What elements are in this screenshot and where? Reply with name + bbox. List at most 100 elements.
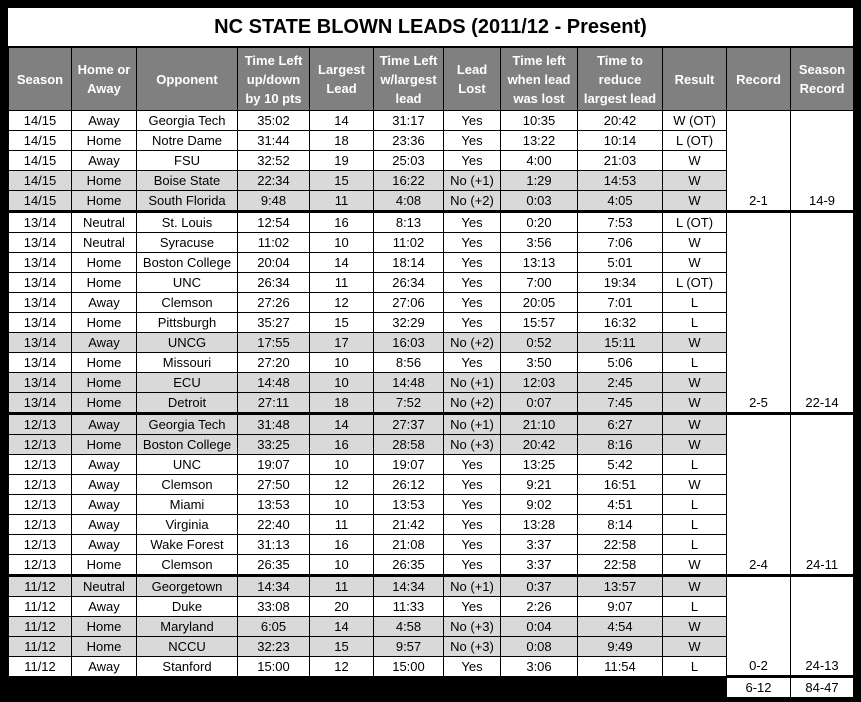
cell-season: 11/12 — [8, 636, 72, 657]
total-season-record: 84-47 — [790, 676, 854, 698]
cell-time-left-10pts: 32:23 — [237, 636, 310, 657]
table-row: 12/13 Away Virginia 22:40 11 21:42 Yes 13:28 8:1… — [8, 514, 854, 535]
cell-home-or-away: Away — [71, 596, 137, 617]
cell-largest-lead: 11 — [309, 272, 374, 293]
cell-opponent: Clemson — [136, 554, 238, 576]
cell-time-left-largest-lead: 11:33 — [373, 596, 444, 617]
cell-season: 13/14 — [8, 292, 72, 313]
cell-lead-lost: No (+1) — [443, 170, 501, 191]
table-row: 14/15 Home Notre Dame 31:44 18 23:36 Yes 13:22 1… — [8, 130, 854, 151]
totals-row: 6-12 84-47 — [8, 676, 854, 698]
cell-lead-lost: No (+3) — [443, 616, 501, 637]
header-time-left-largest-lead: Time Left w/largest lead — [373, 47, 444, 111]
cell-result: W — [662, 392, 727, 414]
cell-home-or-away: Away — [71, 514, 137, 535]
cell-time-left-10pts: 32:52 — [237, 150, 310, 171]
cell-time-left-largest-lead: 13:53 — [373, 494, 444, 515]
cell-time-left-lead-lost: 3:06 — [500, 656, 578, 677]
cell-lead-lost: Yes — [443, 292, 501, 313]
cell-opponent: Duke — [136, 596, 238, 617]
cell-time-left-lead-lost: 15:57 — [500, 312, 578, 333]
cell-time-left-10pts: 26:34 — [237, 272, 310, 293]
table-row: 13/14 Neutral Syracuse 11:02 10 11:02 Yes 3:56 7… — [8, 232, 854, 253]
cell-time-to-reduce: 8:14 — [577, 514, 663, 535]
cell-home-or-away: Home — [71, 434, 137, 455]
cell-lead-lost: Yes — [443, 352, 501, 373]
cell-time-left-lead-lost: 3:50 — [500, 352, 578, 373]
cell-time-to-reduce: 4:54 — [577, 616, 663, 637]
total-record: 6-12 — [726, 676, 791, 698]
cell-time-left-largest-lead: 21:42 — [373, 514, 444, 535]
cell-lead-lost: Yes — [443, 252, 501, 273]
cell-time-left-10pts: 26:35 — [237, 554, 310, 576]
cell-time-left-lead-lost: 13:25 — [500, 454, 578, 475]
totals-spacer — [8, 676, 727, 698]
cell-record: 2-4 — [726, 412, 791, 577]
table-row: 12/13 Home Boston College 33:25 16 28:58 No (+… — [8, 434, 854, 455]
cell-time-to-reduce: 2:45 — [577, 372, 663, 393]
cell-time-left-largest-lead: 18:14 — [373, 252, 444, 273]
cell-home-or-away: Home — [71, 616, 137, 637]
cell-largest-lead: 12 — [309, 292, 374, 313]
table-row: 11/12 Away Duke 33:08 20 11:33 Yes 2:26 9:07 L — [8, 596, 854, 617]
header-largest-lead: Largest Lead — [309, 47, 374, 111]
cell-home-or-away: Neutral — [71, 232, 137, 253]
cell-lead-lost: Yes — [443, 110, 501, 131]
cell-time-to-reduce: 9:07 — [577, 596, 663, 617]
cell-time-left-lead-lost: 9:21 — [500, 474, 578, 495]
cell-largest-lead: 11 — [309, 514, 374, 535]
cell-time-left-10pts: 35:02 — [237, 110, 310, 131]
cell-lead-lost: No (+2) — [443, 392, 501, 414]
cell-opponent: Pittsburgh — [136, 312, 238, 333]
cell-largest-lead: 10 — [309, 372, 374, 393]
cell-season: 12/13 — [8, 412, 72, 435]
cell-season: 13/14 — [8, 372, 72, 393]
cell-lead-lost: No (+1) — [443, 412, 501, 435]
cell-largest-lead: 10 — [309, 494, 374, 515]
cell-season-record: 22-14 — [790, 210, 854, 415]
cell-time-left-10pts: 31:44 — [237, 130, 310, 151]
table-row: 13/14 Away Clemson 27:26 12 27:06 Yes 20:05 7:01… — [8, 292, 854, 313]
cell-largest-lead: 10 — [309, 232, 374, 253]
cell-season: 14/15 — [8, 170, 72, 191]
table-row: 14/15 Home Boise State 22:34 15 16:22 No (+1) 1… — [8, 170, 854, 191]
cell-lead-lost: No (+3) — [443, 434, 501, 455]
cell-time-left-10pts: 17:55 — [237, 332, 310, 353]
cell-time-left-10pts: 33:08 — [237, 596, 310, 617]
cell-time-to-reduce: 14:53 — [577, 170, 663, 191]
cell-season: 11/12 — [8, 596, 72, 617]
cell-lead-lost: No (+3) — [443, 636, 501, 657]
cell-opponent: UNC — [136, 454, 238, 475]
cell-time-to-reduce: 7:01 — [577, 292, 663, 313]
cell-time-to-reduce: 10:14 — [577, 130, 663, 151]
cell-result: L — [662, 352, 727, 373]
cell-largest-lead: 15 — [309, 170, 374, 191]
cell-home-or-away: Away — [71, 110, 137, 131]
cell-time-left-lead-lost: 10:35 — [500, 110, 578, 131]
cell-result: W — [662, 150, 727, 171]
table-row: 14/15 Away Georgia Tech 35:02 14 31:17 Yes 10:3… — [8, 110, 854, 213]
cell-time-left-lead-lost: 20:42 — [500, 434, 578, 455]
cell-time-left-10pts: 27:11 — [237, 392, 310, 414]
cell-season: 14/15 — [8, 130, 72, 151]
cell-time-left-lead-lost: 0:07 — [500, 392, 578, 414]
cell-time-left-largest-lead: 28:58 — [373, 434, 444, 455]
cell-home-or-away: Away — [71, 454, 137, 475]
cell-time-left-10pts: 14:34 — [237, 574, 310, 597]
cell-opponent: South Florida — [136, 190, 238, 212]
cell-time-left-lead-lost: 9:02 — [500, 494, 578, 515]
header-result: Result — [662, 47, 727, 111]
cell-time-left-10pts: 13:53 — [237, 494, 310, 515]
header-season-record: Season Record — [790, 47, 854, 111]
cell-largest-lead: 14 — [309, 412, 374, 435]
cell-time-left-lead-lost: 0:04 — [500, 616, 578, 637]
cell-time-left-10pts: 27:26 — [237, 292, 310, 313]
cell-time-left-10pts: 11:02 — [237, 232, 310, 253]
cell-lead-lost: No (+2) — [443, 332, 501, 353]
header-record: Record — [726, 47, 791, 111]
cell-time-left-largest-lead: 26:35 — [373, 554, 444, 576]
blown-leads-table: Season Home or Away Opponent Time Left up/d… — [8, 47, 854, 698]
cell-home-or-away: Away — [71, 474, 137, 495]
cell-result: W — [662, 574, 727, 597]
cell-season: 11/12 — [8, 616, 72, 637]
